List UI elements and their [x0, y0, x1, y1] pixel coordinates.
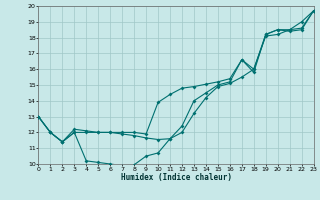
X-axis label: Humidex (Indice chaleur): Humidex (Indice chaleur) [121, 173, 231, 182]
